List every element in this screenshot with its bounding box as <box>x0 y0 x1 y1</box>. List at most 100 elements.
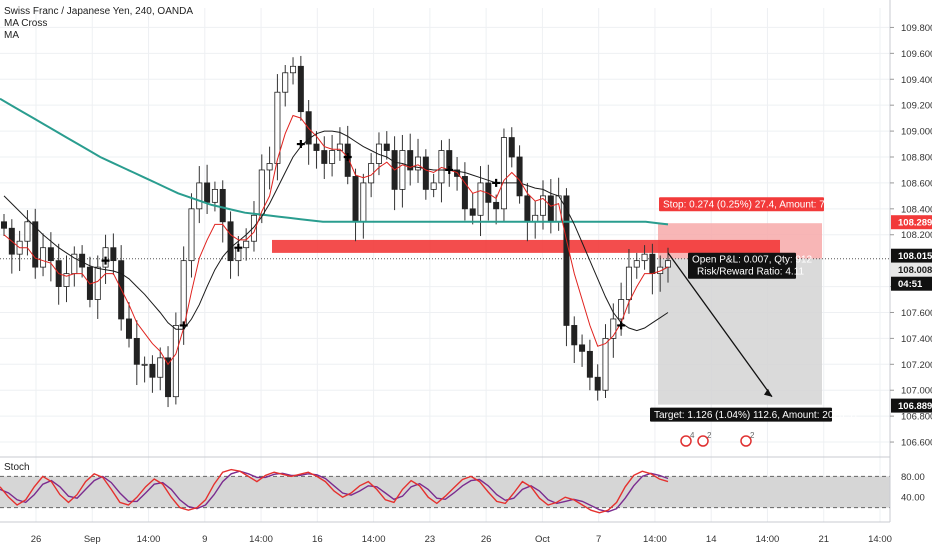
stoch-k-line <box>0 468 669 514</box>
candle-body <box>469 208 476 216</box>
chart-legend: Swiss Franc / Japanese Yen, 240, OANDA M… <box>4 6 193 42</box>
price-tick-label: 109.200 <box>901 101 932 112</box>
price-tick-label: 108.800 <box>901 153 932 164</box>
indicator-ma[interactable]: MA <box>4 30 19 41</box>
candle-body <box>602 337 609 391</box>
candle-body <box>407 150 414 171</box>
candle-body <box>227 221 234 262</box>
ma-cross-fast-line <box>3 114 669 366</box>
candle-body <box>547 195 554 223</box>
indicator-ma-cross[interactable]: MA Cross <box>4 18 48 29</box>
stoch-pane-label[interactable]: Stoch <box>4 462 30 473</box>
target-arrowhead <box>764 388 772 397</box>
candle-body <box>493 201 500 210</box>
current-price-label: 108.015 <box>898 251 932 262</box>
event-icon <box>740 435 752 447</box>
cross-marker <box>445 165 454 174</box>
target-label-bg <box>650 407 832 422</box>
candle-body <box>94 266 101 300</box>
candle-body <box>508 137 515 158</box>
event-marker: 4 <box>680 431 695 447</box>
price-tick-label: 108.200 <box>901 230 932 241</box>
bid-price-label-group: 108.008 <box>891 262 932 277</box>
price-tick-label: 109.400 <box>901 75 932 86</box>
candle-body <box>516 156 523 197</box>
price-tick-label: 107.600 <box>901 308 932 319</box>
candle-body <box>438 150 445 184</box>
stop-label: Stop: 0.274 (0.25%) 27.4, Amount: 750.11 <box>663 200 849 211</box>
candle-body <box>430 182 437 190</box>
countdown-label-group: 04:51 <box>891 276 932 291</box>
candle-body <box>47 247 54 262</box>
candle-body <box>0 221 7 229</box>
candle-body <box>329 150 336 164</box>
candle-body <box>571 325 578 346</box>
time-tick-label: 14:00 <box>362 534 386 545</box>
candle-body <box>133 337 140 365</box>
time-tick-label: 14:00 <box>643 534 667 545</box>
candle-body <box>375 143 382 164</box>
event-marker: 2 <box>740 431 755 447</box>
cross-marker <box>492 178 501 187</box>
target-label: Target: 1.126 (1.04%) 112.6, Amount: 202… <box>654 410 859 421</box>
candle-body <box>282 72 289 93</box>
candle-body <box>540 195 547 216</box>
price-tick-label: 106.800 <box>901 412 932 423</box>
time-tick-label: 26 <box>481 534 492 545</box>
candle-body <box>500 137 507 210</box>
candle-body <box>290 65 297 74</box>
time-tick-label: 9 <box>202 534 207 545</box>
candle-body <box>313 143 320 151</box>
candle-body <box>586 350 593 378</box>
stop-label-bg <box>659 197 824 212</box>
time-tick-label: 7 <box>596 534 601 545</box>
stoch-band <box>0 476 890 508</box>
target-zone <box>658 258 822 405</box>
candle-body <box>63 273 70 287</box>
price-tick-label: 107.000 <box>901 386 932 397</box>
candle-body <box>266 163 273 171</box>
candle-body <box>641 253 648 262</box>
cross-marker <box>179 321 188 330</box>
candle-body <box>274 91 281 164</box>
time-tick-label: 14:00 <box>249 534 273 545</box>
time-axis: 26 Sep 14:00 9 14:00 16 14:00 23 26 Oct 7 14:00 14 14… <box>31 534 892 545</box>
price-tick-label: 106.600 <box>901 438 932 449</box>
open-pl-bg <box>688 252 796 279</box>
time-tick-label: 26 <box>31 534 42 545</box>
candle-body <box>665 260 672 268</box>
candle-body <box>461 176 468 210</box>
event-count: 2 <box>707 431 712 440</box>
current-price-label-group: 108.015 <box>891 248 932 263</box>
time-tick-label: 14:00 <box>868 534 892 545</box>
candle-body <box>352 176 359 223</box>
time-tick-label: 21 <box>818 534 829 545</box>
cross-marker <box>617 321 626 330</box>
candle-body <box>24 221 31 242</box>
symbol-title: Swiss Franc / Japanese Yen, 240, OANDA <box>4 6 193 17</box>
candle-body <box>610 318 617 339</box>
event-icon <box>697 435 709 447</box>
candle-body <box>32 221 39 268</box>
candle-body <box>188 208 195 262</box>
current-price-label-bg <box>891 248 932 263</box>
stoch-axis: 80.00 40.00 <box>901 472 925 504</box>
event-marker: 2 <box>697 431 712 447</box>
candle-body <box>40 247 47 268</box>
time-tick-label: 23 <box>425 534 436 545</box>
price-tick-label: 108.400 <box>901 204 932 215</box>
countdown-label: 04:51 <box>898 279 923 290</box>
candle-body <box>415 156 422 171</box>
price-tick-label: 109.600 <box>901 49 932 60</box>
time-tick-label: 14 <box>706 534 717 545</box>
time-tick-label: 14:00 <box>137 534 161 545</box>
candle-body <box>243 240 250 249</box>
stoch-tick-label: 40.00 <box>901 493 925 504</box>
target-label-group: Target: 1.126 (1.04%) 112.6, Amount: 202… <box>650 407 859 422</box>
candle-body <box>633 260 640 268</box>
candle-body <box>141 363 148 366</box>
candle-body <box>477 182 484 216</box>
